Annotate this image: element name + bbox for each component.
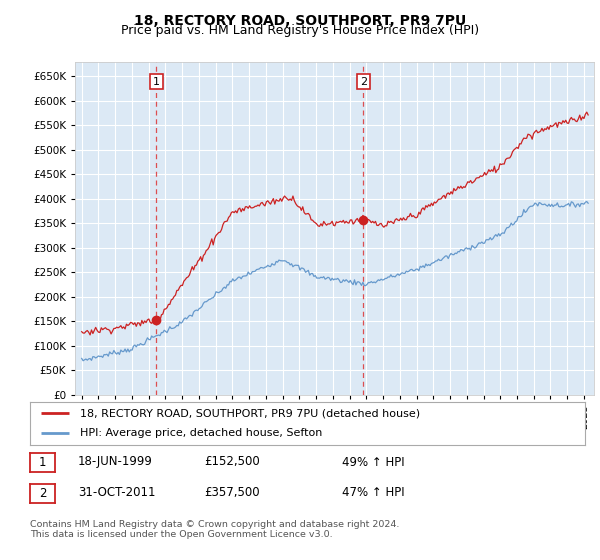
Text: 2: 2 [39, 487, 46, 500]
Text: 47% ↑ HPI: 47% ↑ HPI [342, 486, 404, 500]
Text: 18, RECTORY ROAD, SOUTHPORT, PR9 7PU (detached house): 18, RECTORY ROAD, SOUTHPORT, PR9 7PU (de… [80, 408, 420, 418]
Text: 18-JUN-1999: 18-JUN-1999 [78, 455, 153, 469]
Text: Contains HM Land Registry data © Crown copyright and database right 2024.
This d: Contains HM Land Registry data © Crown c… [30, 520, 400, 539]
Text: 18, RECTORY ROAD, SOUTHPORT, PR9 7PU: 18, RECTORY ROAD, SOUTHPORT, PR9 7PU [134, 14, 466, 28]
Text: 1: 1 [39, 456, 46, 469]
Text: HPI: Average price, detached house, Sefton: HPI: Average price, detached house, Seft… [80, 428, 322, 438]
Text: £357,500: £357,500 [204, 486, 260, 500]
Text: 2: 2 [360, 77, 367, 87]
Text: £152,500: £152,500 [204, 455, 260, 469]
Text: Price paid vs. HM Land Registry's House Price Index (HPI): Price paid vs. HM Land Registry's House … [121, 24, 479, 37]
Text: 31-OCT-2011: 31-OCT-2011 [78, 486, 155, 500]
Text: 49% ↑ HPI: 49% ↑ HPI [342, 455, 404, 469]
Text: 1: 1 [153, 77, 160, 87]
